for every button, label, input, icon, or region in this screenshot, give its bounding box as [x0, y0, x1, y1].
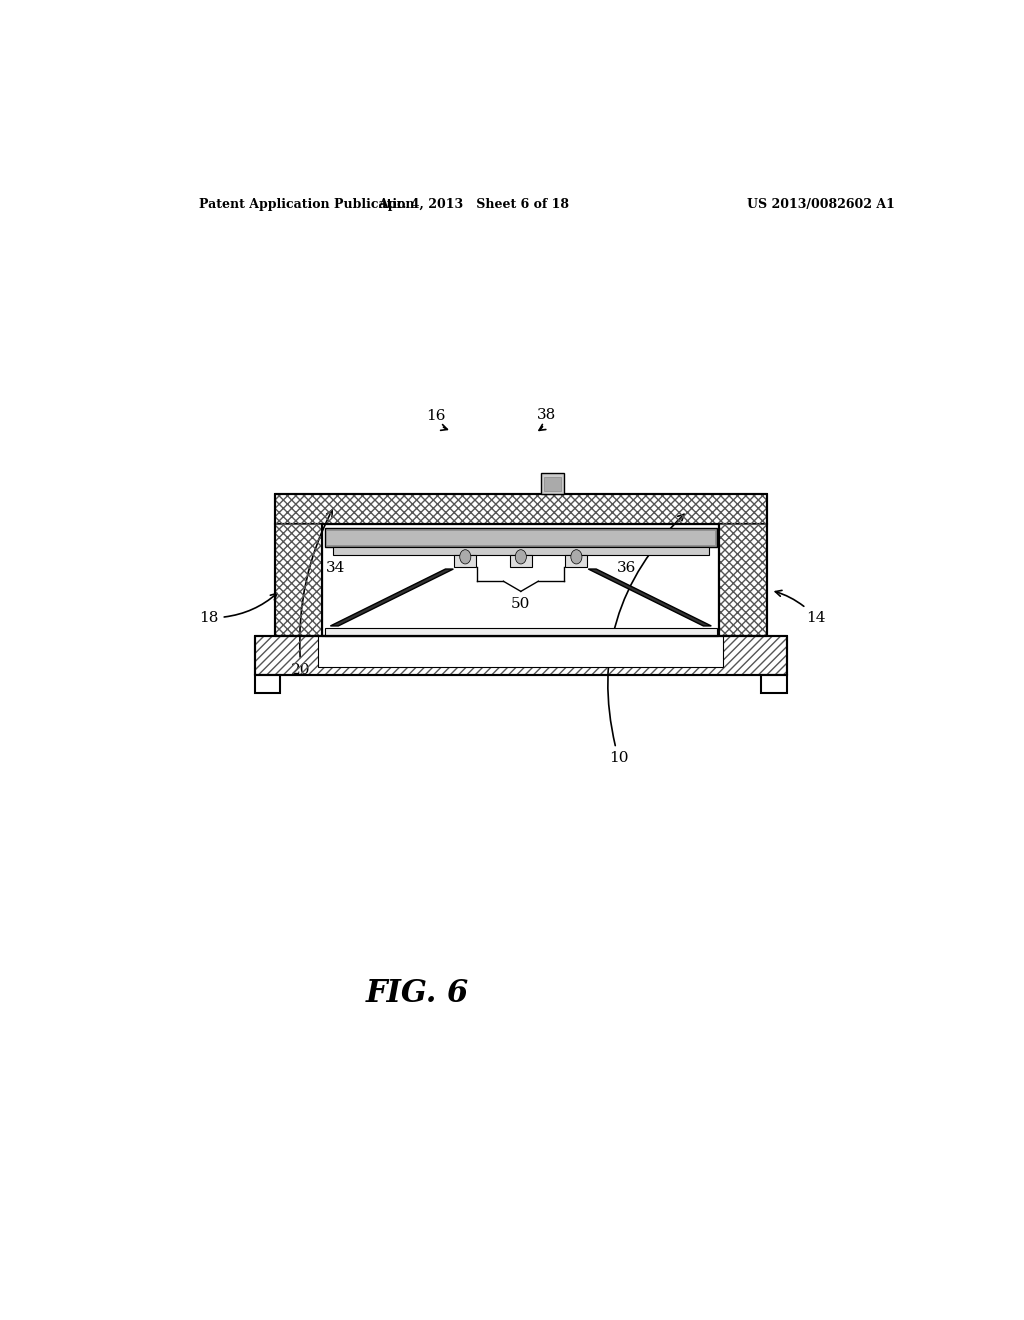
Polygon shape [333, 546, 709, 554]
Polygon shape [318, 636, 723, 667]
Polygon shape [274, 494, 767, 524]
Text: 36: 36 [616, 561, 636, 576]
Polygon shape [542, 474, 563, 494]
Polygon shape [274, 524, 323, 636]
Text: 20: 20 [291, 510, 332, 677]
Polygon shape [327, 531, 716, 545]
Text: 34: 34 [327, 561, 346, 576]
Polygon shape [255, 675, 281, 693]
Polygon shape [761, 675, 786, 693]
Circle shape [515, 549, 526, 564]
Polygon shape [325, 528, 717, 546]
Polygon shape [588, 569, 712, 626]
Polygon shape [455, 554, 476, 568]
Polygon shape [325, 628, 717, 636]
Text: 16: 16 [426, 409, 447, 430]
Polygon shape [323, 524, 719, 636]
Text: 18: 18 [200, 594, 276, 624]
Polygon shape [565, 554, 588, 568]
Text: US 2013/0082602 A1: US 2013/0082602 A1 [748, 198, 895, 211]
Text: Apr. 4, 2013   Sheet 6 of 18: Apr. 4, 2013 Sheet 6 of 18 [378, 198, 568, 211]
Polygon shape [510, 554, 531, 568]
Polygon shape [544, 477, 561, 491]
Text: 10: 10 [608, 515, 684, 766]
Polygon shape [719, 524, 767, 636]
Circle shape [460, 549, 471, 564]
Text: 38: 38 [537, 408, 556, 430]
Polygon shape [331, 569, 454, 626]
Circle shape [570, 549, 582, 564]
Text: 14: 14 [775, 590, 826, 624]
Polygon shape [255, 636, 786, 675]
Text: FIG. 6: FIG. 6 [366, 978, 469, 1010]
Text: Patent Application Publication: Patent Application Publication [200, 198, 415, 211]
Text: 50: 50 [511, 597, 530, 611]
